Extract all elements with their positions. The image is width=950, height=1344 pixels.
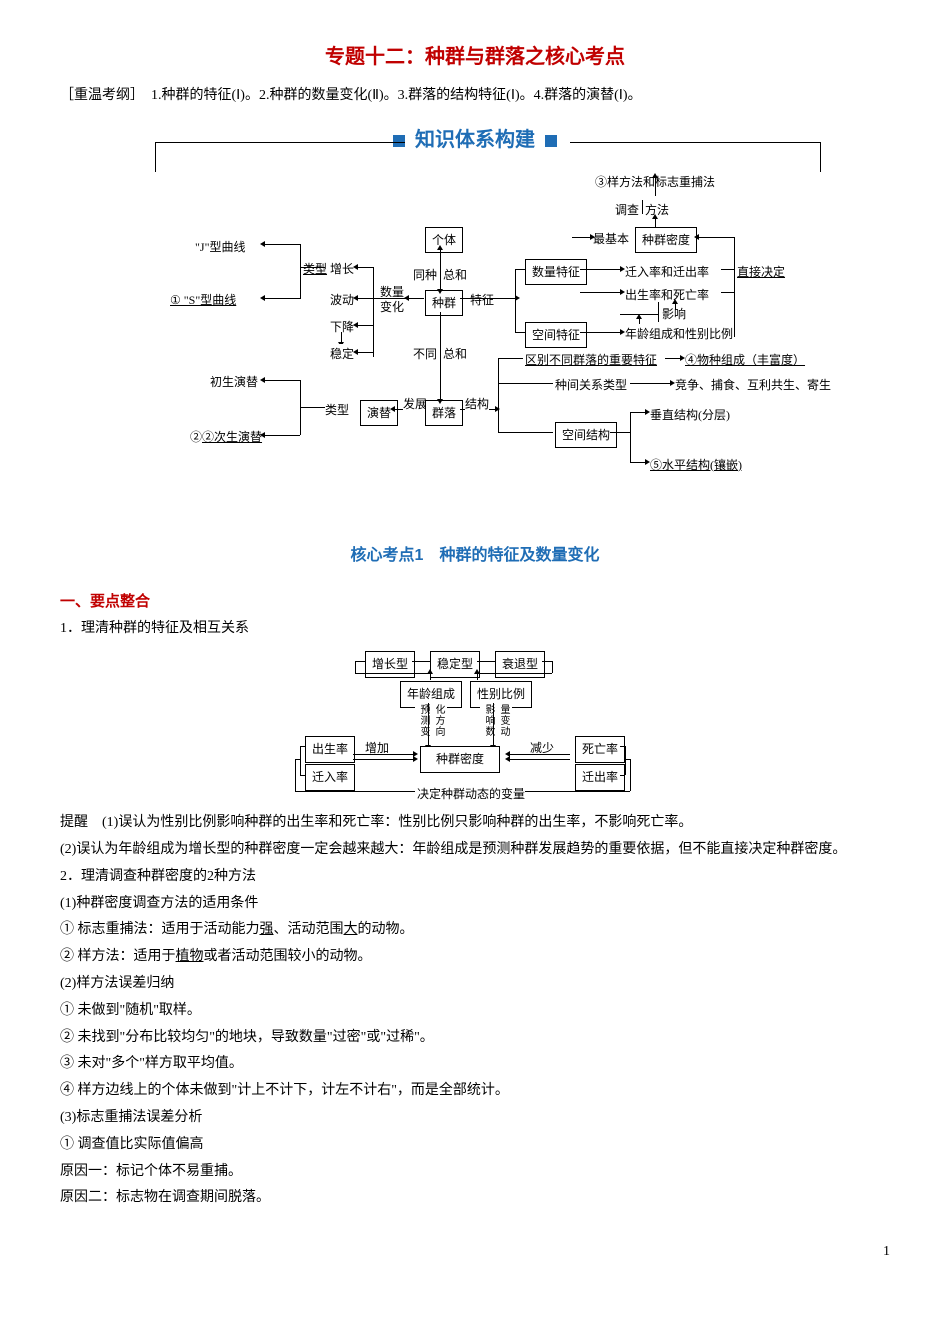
d1-jcurve: "J"型曲线 bbox=[195, 237, 245, 257]
p2: 2．理清调查种群密度的2种方法 bbox=[60, 865, 890, 889]
p2-1-2: ② 样方法：适用于植物或者活动范围较小的动物。 bbox=[60, 945, 890, 969]
knowledge-diagram: ③样方法和标志重捕法 调查 方法 个体 最基本 种群密度 "J"型曲线 类型 增… bbox=[125, 172, 825, 512]
d2-birth: 出生率 bbox=[305, 736, 355, 762]
subtitle-items: 1.种群的特征(Ⅰ)。2.种群的数量变化(Ⅱ)。3.群落的结构特征(Ⅰ)。4.群… bbox=[137, 88, 642, 103]
d1-birth: 出生率和死亡率 bbox=[625, 285, 709, 305]
d1-develop: 发展 bbox=[403, 394, 427, 414]
d1-space: 空间特征 bbox=[525, 322, 587, 348]
d2-out: 迁出率 bbox=[575, 764, 625, 790]
d1-density: 种群密度 bbox=[635, 227, 697, 253]
d1-growth: 增长 bbox=[330, 259, 354, 279]
d2-density: 种群密度 bbox=[420, 746, 500, 772]
d1-wave: 波动 bbox=[330, 290, 354, 310]
d2-v2: 化方向 bbox=[430, 704, 447, 737]
tip2: (2)误认为年龄组成为增长型的种群密度一定会越来越大：年龄组成是预测种群发展趋势… bbox=[60, 838, 890, 862]
tip1: 提醒 (1)误认为性别比例影响种群的出生率和死亡率：性别比例只影响种群的出生率，… bbox=[60, 811, 890, 835]
p2-1-1: ① 标志重捕法：适用于活动能力强、活动范围大的动物。 bbox=[60, 918, 890, 942]
d1-influence: 影响 bbox=[662, 304, 686, 324]
d1-n4: ④物种组成（丰富度） bbox=[685, 350, 805, 370]
d1-sum2: 总和 bbox=[443, 344, 467, 364]
d2-in: 迁入率 bbox=[305, 764, 355, 790]
d2-v4: 量变动 bbox=[495, 704, 512, 737]
d1-community: 群落 bbox=[425, 400, 463, 426]
d1-n5: ⑤水平结构(镶嵌) bbox=[650, 455, 742, 475]
page-number: 1 bbox=[60, 1240, 890, 1264]
p2-1: (1)种群密度调查方法的适用条件 bbox=[60, 892, 890, 916]
section-header: 知识体系构建 bbox=[60, 123, 890, 157]
p2-2-1: ① 未做到"随机"取样。 bbox=[60, 999, 890, 1023]
characteristics-diagram: 增长型 稳定型 衰退型 年龄组成 性别比例 预测变 化方向 影响数 量变动 出生… bbox=[285, 651, 665, 801]
d2-bottom: 决定种群动态的变量 bbox=[417, 784, 525, 804]
p2-2: (2)样方法误差归纳 bbox=[60, 972, 890, 996]
d1-succession: 演替 bbox=[360, 400, 398, 426]
d1-structure: 结构 bbox=[465, 394, 489, 414]
d1-spacestr: 空间结构 bbox=[555, 422, 617, 448]
p2-3: (3)标志重捕法误差分析 bbox=[60, 1106, 890, 1130]
d2-stable: 稳定型 bbox=[430, 651, 480, 677]
d2-inc: 增加 bbox=[365, 738, 389, 758]
p2-3-1a: 原因一：标记个体不易重捕。 bbox=[60, 1160, 890, 1184]
d1-survey: 调查 bbox=[615, 200, 639, 220]
d1-direct: 直接决定 bbox=[737, 262, 785, 282]
d1-change: 变化 bbox=[380, 297, 404, 317]
p2-2-3: ③ 未对"多个"样方取平均值。 bbox=[60, 1052, 890, 1076]
subtitle: ［重温考纲］ 1.种群的特征(Ⅰ)。2.种群的数量变化(Ⅱ)。3.群落的结构特征… bbox=[60, 84, 890, 108]
subtitle-prefix: ［重温考纲］ bbox=[60, 88, 137, 103]
p1: 1．理清种群的特征及相互关系 bbox=[60, 617, 890, 641]
d1-relations: 竞争、捕食、互利共生、寄生 bbox=[675, 375, 831, 395]
d1-age: 年龄组成和性别比例 bbox=[625, 324, 733, 344]
d1-n2: ②②次生演替 bbox=[190, 427, 262, 447]
keypoint-title: 核心考点1 种群的特征及数量变化 bbox=[60, 542, 890, 569]
d1-type: 类型 bbox=[303, 259, 327, 279]
d1-diff: 不同 bbox=[413, 344, 437, 364]
d1-individual: 个体 bbox=[425, 227, 463, 253]
d1-vertical: 垂直结构(分层) bbox=[650, 405, 730, 425]
d1-basic: 最基本 bbox=[593, 229, 629, 249]
red-heading: 一、要点整合 bbox=[60, 589, 890, 615]
d2-dec: 减少 bbox=[530, 738, 554, 758]
p2-3-1: ① 调查值比实际值偏高 bbox=[60, 1133, 890, 1157]
d1-numchar: 数量特征 bbox=[525, 259, 587, 285]
d1-primary: 初生演替 bbox=[210, 372, 258, 392]
d1-sum: 总和 bbox=[443, 265, 467, 285]
d1-char: 特征 bbox=[470, 290, 494, 310]
d1-scurve: ① "S"型曲线 bbox=[170, 290, 236, 310]
d1-distinguish: 区别不同群落的重要特征 bbox=[525, 350, 657, 370]
d1-down: 下降 bbox=[330, 317, 354, 337]
d2-death: 死亡率 bbox=[575, 736, 625, 762]
d1-migrate: 迁入率和迁出率 bbox=[625, 262, 709, 282]
page-title: 专题十二：种群与群落之核心考点 bbox=[60, 40, 890, 74]
d1-same: 同种 bbox=[413, 265, 437, 285]
d1-pop: 种群 bbox=[425, 290, 463, 316]
d1-stable: 稳定 bbox=[330, 344, 354, 364]
d1-type2: 类型 bbox=[325, 400, 349, 420]
p2-2-4: ④ 样方边线上的个体未做到"计上不计下，计左不计右"，而是全部统计。 bbox=[60, 1079, 890, 1103]
p2-3-1b: 原因二：标志物在调查期间脱落。 bbox=[60, 1186, 890, 1210]
p2-2-2: ② 未找到"分布比较均匀"的地块，导致数量"过密"或"过稀"。 bbox=[60, 1026, 890, 1050]
d1-reltype: 种间关系类型 bbox=[555, 375, 627, 395]
